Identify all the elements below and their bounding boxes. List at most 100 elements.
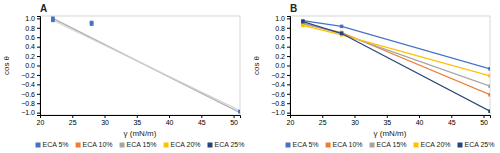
series-line [303,22,490,112]
tick: 0.2 [25,53,40,60]
tick-mark [287,56,290,57]
tick-label: 50 [230,119,238,126]
tick-label: 25 [69,119,77,126]
tick-mark [37,66,40,67]
tick-label: −0.6 [271,91,285,98]
tick-mark [287,66,290,67]
panel: 20253035404550−1.0−0.8−0.6−0.4−0.20.00.2… [2,3,244,148]
legend-item: ECA 10% [326,141,363,148]
tick-label: −0.6 [21,91,35,98]
data-point [340,32,343,35]
legend-item: ECA 20% [164,141,201,148]
legend-swatch [370,143,375,148]
tick-mark [37,103,40,104]
legend-label: ECA 10% [333,141,363,148]
legend: ECA 5%ECA 10%ECA 15%ECA 20%ECA 25% [286,141,495,148]
data-point [340,32,343,35]
axis-line [37,17,41,116]
tick-mark [484,115,485,118]
tick-mark [287,84,290,85]
tick: 20 [287,115,295,126]
tick-label: 0.2 [25,53,35,60]
tick-label: 45 [448,119,456,126]
tick-label: −0.4 [21,81,35,88]
tick: 0.8 [275,25,290,32]
legend-swatch [326,143,331,148]
data-point [488,74,490,77]
tick: 45 [448,115,456,126]
axis-line [287,17,291,116]
legend-swatch [36,143,41,148]
tick-mark [287,103,290,104]
tick-mark [37,84,40,85]
tick-label: 0.8 [25,25,35,32]
axis: −1.0−0.8−0.6−0.4−0.20.00.20.40.60.81.0 [271,15,290,116]
tick: 30 [351,115,359,126]
data-point [90,22,94,26]
series-line [303,25,490,75]
legend-label: ECA 20% [171,141,201,148]
plot-frame [40,16,240,115]
legend-item: ECA 25% [208,141,245,148]
tick: −0.6 [271,91,290,98]
tick: 45 [198,115,206,126]
tick-label: 30 [101,119,109,126]
axis-line [291,116,491,119]
data-point [301,24,304,27]
legend-item: ECA 15% [120,141,157,148]
tick-label: −1.0 [21,109,35,116]
tick: 0.0 [275,62,290,69]
legend-swatch [208,143,213,148]
tick-label: −0.4 [271,81,285,88]
legend-item: ECA 10% [76,141,113,148]
tick-label: 0.2 [275,53,285,60]
tick: −0.2 [21,72,40,79]
axis: 20253035404550 [37,115,241,126]
tick: −0.2 [271,72,290,79]
tick: −0.4 [21,81,40,88]
tick-label: 45 [198,119,206,126]
tick: 35 [383,115,391,126]
tick-label: −0.2 [271,72,285,79]
data-point [488,93,490,96]
y-axis-title: cos θ [2,55,11,75]
tick: 0.6 [275,34,290,41]
tick: 0.6 [25,34,40,41]
legend-label: ECA 25% [215,141,245,148]
legend-label: ECA 25% [465,141,495,148]
data-point [488,67,490,70]
series-line [53,18,240,112]
data-point [301,20,304,23]
tick: −0.8 [271,100,290,107]
panel: 20 25 30 35 40 45 50 −1.0 −0.8 −0.6 −0.4 −0.2 0.0 0.2… [252,3,494,148]
tick-mark [287,18,290,19]
panel-title: B [290,3,297,14]
tick: −1.0 [21,109,40,116]
data-point [51,18,55,22]
data-point [340,25,343,28]
tick-label: 20 [37,119,45,126]
legend-label: ECA 20% [421,141,451,148]
tick-mark [287,94,290,95]
tick-label: −1.0 [271,109,285,116]
tick-mark [287,47,290,48]
legend-swatch [164,143,169,148]
tick: 50 [230,115,238,126]
legend-label: ECA 10% [83,141,113,148]
y-axis-title: cos θ [252,55,261,75]
legend-swatch [286,143,291,148]
tick-label: 20 [287,119,295,126]
x-axis-title: γ (mN/m) [124,129,157,138]
tick-label: 0.4 [25,43,35,50]
tick-mark [169,115,170,118]
tick: −0.4 [271,81,290,88]
tick-mark [105,115,106,118]
tick: 25 [69,115,77,126]
series-line [303,24,490,95]
tick-label: 25 [319,119,327,126]
legend-item: ECA 15% [370,141,407,148]
tick-mark [37,18,40,19]
tick-mark [37,37,40,38]
tick-label: 50 [480,119,488,126]
tick: 40 [416,115,424,126]
